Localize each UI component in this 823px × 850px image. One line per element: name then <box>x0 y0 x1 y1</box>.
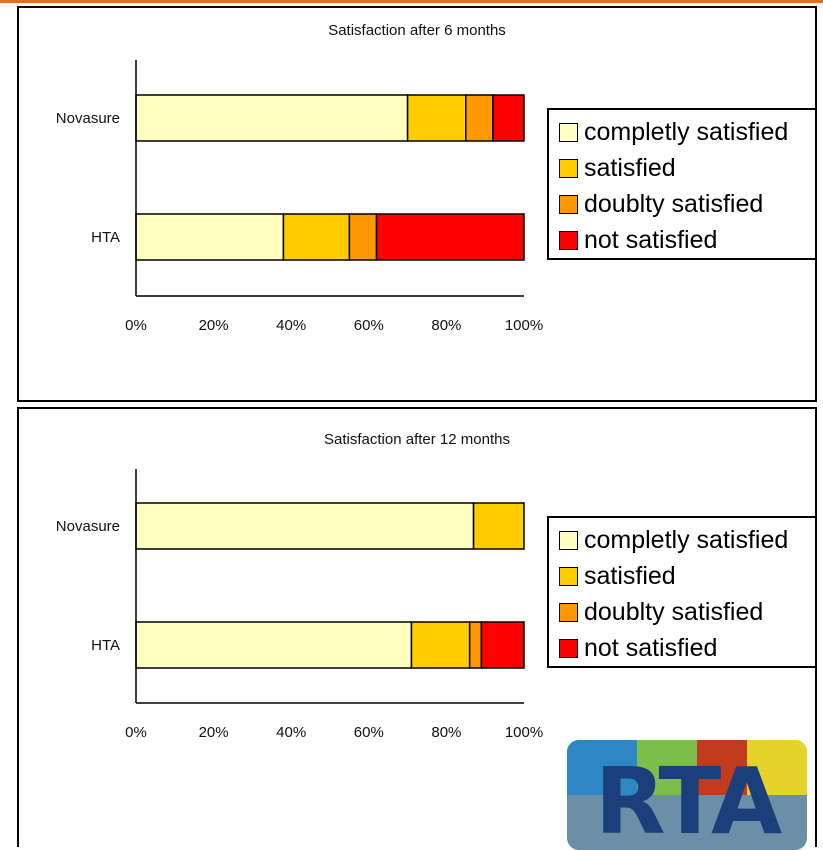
x-tick-label: 100% <box>505 724 543 741</box>
bar-segment <box>410 621 471 669</box>
legend-item: completly satisfied <box>559 522 807 558</box>
x-tick-label: 80% <box>431 724 461 741</box>
bar-segment <box>480 621 525 669</box>
legend-label: satisfied <box>584 153 676 182</box>
logo-block <box>567 740 637 795</box>
bar-segment <box>472 502 525 550</box>
bar-segment <box>492 94 525 142</box>
bar-segment <box>465 94 494 142</box>
top-accent-rule <box>0 0 823 3</box>
legend-item: doublty satisfied <box>559 594 807 630</box>
legend-swatch <box>559 638 578 658</box>
category-label: Novasure <box>56 110 120 127</box>
chart-title: Satisfaction after 6 months <box>328 22 506 39</box>
bar-chart-12-months: Novasure HTA 0% 20% 40% 60% 80% 100% <box>56 469 543 741</box>
legend-swatch <box>559 566 578 586</box>
legend: completly satisfied satisfied doublty sa… <box>547 108 817 260</box>
legend-item: doublty satisfied <box>559 186 807 222</box>
x-tick-label: 100% <box>505 317 543 334</box>
rta-logo: RTA <box>567 740 807 850</box>
logo-block <box>747 740 807 795</box>
legend-item: satisfied <box>559 558 807 594</box>
x-tick-label: 60% <box>354 317 384 334</box>
category-label: HTA <box>91 229 120 246</box>
legend-item: not satisfied <box>559 222 807 258</box>
legend-label: doublty satisfied <box>584 189 764 218</box>
x-tick-label: 0% <box>125 317 147 334</box>
chart-panel-6-months: Satisfaction after 6 months Novasure HTA 0… <box>17 6 817 402</box>
legend-label: doublty satisfied <box>584 597 764 626</box>
x-tick-label: 20% <box>199 724 229 741</box>
legend-item: not satisfied <box>559 630 807 666</box>
bar-segment <box>282 213 351 261</box>
bar-segment <box>135 94 409 142</box>
bar-chart-6-months: Novasure HTA 0% 20% 40% 60% 80% 100% <box>56 60 543 334</box>
legend-swatch <box>559 230 578 250</box>
x-tick-label: 60% <box>354 724 384 741</box>
x-tick-label: 80% <box>431 317 461 334</box>
legend-label: completly satisfied <box>584 525 789 554</box>
x-tick-label: 40% <box>276 317 306 334</box>
category-label: HTA <box>91 637 120 654</box>
legend-label: not satisfied <box>584 633 718 662</box>
x-tick-label: 40% <box>276 724 306 741</box>
bar-segment <box>135 502 475 550</box>
legend-swatch <box>559 602 578 622</box>
chart-title: Satisfaction after 12 months <box>324 431 510 448</box>
legend-swatch <box>559 158 578 178</box>
legend-label: satisfied <box>584 561 676 590</box>
legend-label: not satisfied <box>584 225 718 254</box>
legend-swatch <box>559 122 578 142</box>
legend-label: completly satisfied <box>584 117 789 146</box>
category-label: Novasure <box>56 518 120 535</box>
bar-segment <box>135 621 413 669</box>
legend-swatch <box>559 194 578 214</box>
legend-item: satisfied <box>559 150 807 186</box>
bar-segment <box>348 213 378 261</box>
legend: completly satisfied satisfied doublty sa… <box>547 516 817 668</box>
logo-block <box>697 740 747 795</box>
legend-item: completly satisfied <box>559 114 807 150</box>
bar-segment <box>468 621 483 669</box>
legend-swatch <box>559 530 578 550</box>
x-tick-label: 0% <box>125 724 147 741</box>
bar-segment <box>406 94 467 142</box>
logo-text: RTA <box>594 748 783 850</box>
logo-block <box>637 740 697 795</box>
x-tick-label: 20% <box>199 317 229 334</box>
bar-segment <box>135 213 285 261</box>
bar-segment <box>375 213 525 261</box>
